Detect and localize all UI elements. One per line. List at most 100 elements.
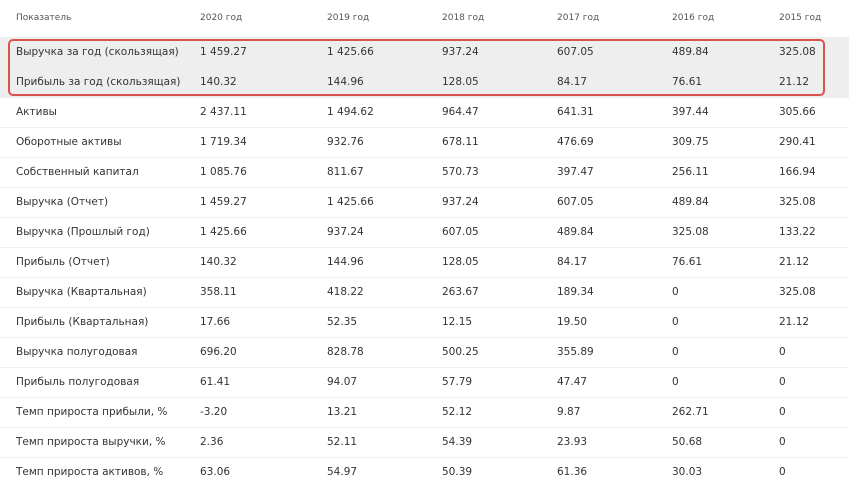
cell-value: 0 <box>672 286 679 298</box>
row-separator <box>0 367 849 368</box>
cell-value: 1 459.27 <box>200 46 247 58</box>
cell-value: 305.66 <box>779 106 816 118</box>
cell-value: 1 719.34 <box>200 136 247 148</box>
row-label: Собственный капитал <box>16 166 139 178</box>
column-header: 2016 год <box>672 13 715 23</box>
row-separator <box>0 427 849 428</box>
row-separator <box>0 247 849 248</box>
cell-value: 489.84 <box>672 46 709 58</box>
cell-value: 256.11 <box>672 166 709 178</box>
cell-value: 61.41 <box>200 376 231 388</box>
cell-value: 696.20 <box>200 346 237 358</box>
cell-value: 0 <box>779 466 786 478</box>
cell-value: 1 425.66 <box>327 46 374 58</box>
cell-value: 607.05 <box>442 226 479 238</box>
cell-value: 54.39 <box>442 436 473 448</box>
cell-value: 1 085.76 <box>200 166 247 178</box>
column-header: Показатель <box>16 13 72 23</box>
row-highlight <box>0 37 849 67</box>
cell-value: 607.05 <box>557 196 594 208</box>
cell-value: 140.32 <box>200 256 237 268</box>
cell-value: 1 425.66 <box>200 226 247 238</box>
column-header: 2019 год <box>327 13 370 23</box>
cell-value: 21.12 <box>779 76 810 88</box>
cell-value: 84.17 <box>557 76 588 88</box>
cell-value: 678.11 <box>442 136 479 148</box>
cell-value: 1 425.66 <box>327 196 374 208</box>
row-separator <box>0 457 849 458</box>
row-separator <box>0 397 849 398</box>
cell-value: 937.24 <box>442 46 479 58</box>
cell-value: 0 <box>672 346 679 358</box>
cell-value: 21.12 <box>779 316 810 328</box>
cell-value: 0 <box>779 376 786 388</box>
cell-value: 0 <box>672 316 679 328</box>
cell-value: 489.84 <box>672 196 709 208</box>
cell-value: 811.67 <box>327 166 364 178</box>
cell-value: 50.39 <box>442 466 473 478</box>
cell-value: -3.20 <box>200 406 228 418</box>
cell-value: 63.06 <box>200 466 231 478</box>
cell-value: 263.67 <box>442 286 479 298</box>
row-label: Прибыль полугодовая <box>16 376 140 388</box>
row-label: Выручка (Отчет) <box>16 196 109 208</box>
cell-value: 489.84 <box>557 226 594 238</box>
cell-value: 325.08 <box>779 46 816 58</box>
cell-value: 30.03 <box>672 466 703 478</box>
row-label: Темп прироста выручки, % <box>16 436 166 448</box>
row-separator <box>0 127 849 128</box>
cell-value: 21.12 <box>779 256 810 268</box>
row-separator <box>0 97 849 98</box>
cell-value: 23.93 <box>557 436 588 448</box>
highlight-box <box>8 39 825 96</box>
cell-value: 937.24 <box>327 226 364 238</box>
cell-value: 500.25 <box>442 346 479 358</box>
row-separator <box>0 187 849 188</box>
row-label: Прибыль (Квартальная) <box>16 316 149 328</box>
cell-value: 17.66 <box>200 316 231 328</box>
row-separator <box>0 307 849 308</box>
cell-value: 9.87 <box>557 406 581 418</box>
row-label: Темп прироста активов, % <box>16 466 164 478</box>
row-separator <box>0 157 849 158</box>
cell-value: 358.11 <box>200 286 237 298</box>
column-header: 2015 год <box>779 13 822 23</box>
cell-value: 937.24 <box>442 196 479 208</box>
cell-value: 932.76 <box>327 136 364 148</box>
cell-value: 52.11 <box>327 436 358 448</box>
cell-value: 607.05 <box>557 46 594 58</box>
row-highlight <box>0 67 849 97</box>
cell-value: 325.08 <box>672 226 709 238</box>
row-separator <box>0 217 849 218</box>
column-header: 2017 год <box>557 13 600 23</box>
cell-value: 84.17 <box>557 256 588 268</box>
cell-value: 76.61 <box>672 256 703 268</box>
cell-value: 0 <box>779 406 786 418</box>
cell-value: 133.22 <box>779 226 816 238</box>
cell-value: 325.08 <box>779 286 816 298</box>
row-label: Прибыль за год (скользящая) <box>16 76 181 88</box>
cell-value: 128.05 <box>442 256 479 268</box>
cell-value: 50.68 <box>672 436 703 448</box>
column-header: 2018 год <box>442 13 485 23</box>
cell-value: 13.21 <box>327 406 358 418</box>
row-label: Активы <box>16 106 57 118</box>
cell-value: 52.35 <box>327 316 358 328</box>
cell-value: 0 <box>779 346 786 358</box>
cell-value: 166.94 <box>779 166 816 178</box>
cell-value: 189.34 <box>557 286 594 298</box>
cell-value: 570.73 <box>442 166 479 178</box>
cell-value: 61.36 <box>557 466 588 478</box>
cell-value: 0 <box>672 376 679 388</box>
cell-value: 76.61 <box>672 76 703 88</box>
cell-value: 290.41 <box>779 136 816 148</box>
cell-value: 325.08 <box>779 196 816 208</box>
cell-value: 12.15 <box>442 316 473 328</box>
row-label: Выручка полугодовая <box>16 346 138 358</box>
cell-value: 47.47 <box>557 376 588 388</box>
cell-value: 355.89 <box>557 346 594 358</box>
cell-value: 1 494.62 <box>327 106 374 118</box>
cell-value: 94.07 <box>327 376 358 388</box>
cell-value: 54.97 <box>327 466 358 478</box>
cell-value: 309.75 <box>672 136 709 148</box>
